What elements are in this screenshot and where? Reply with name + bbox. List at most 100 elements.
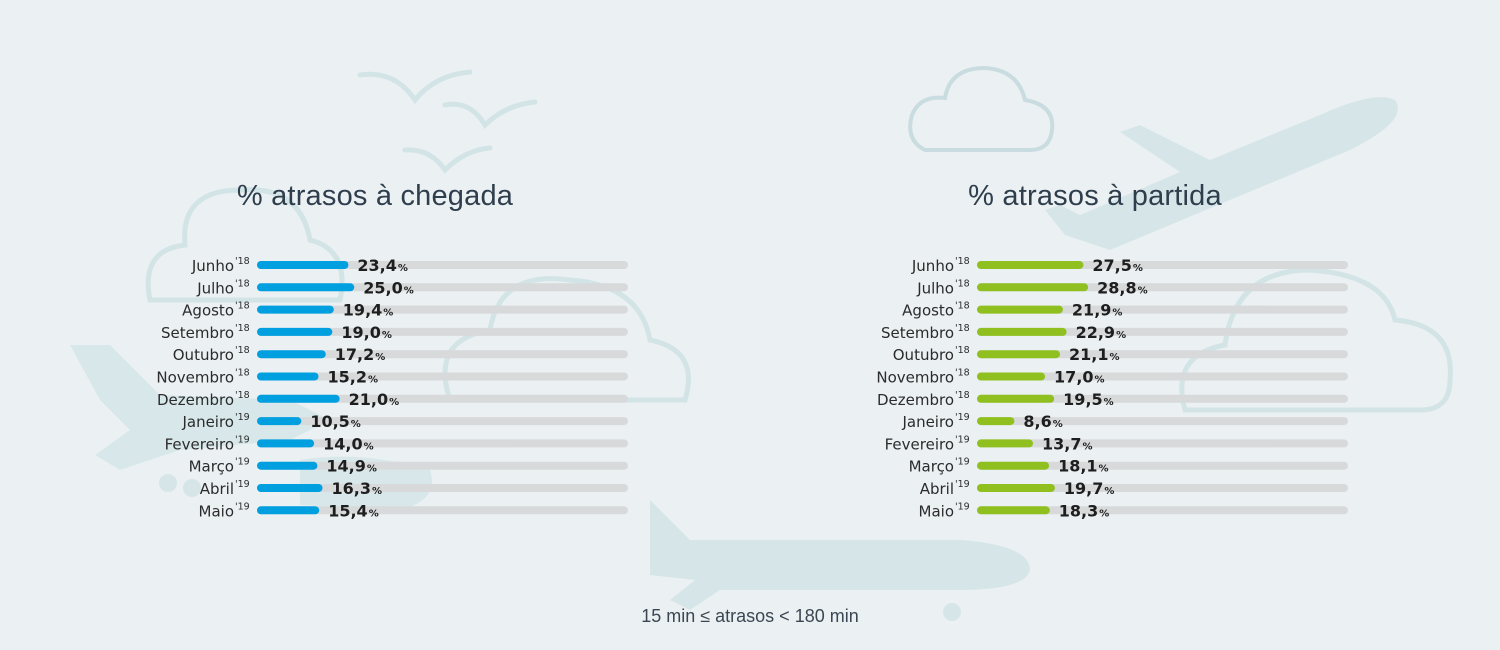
departures-category-label: Agosto — [902, 302, 954, 320]
arrivals-category-year: '19 — [235, 501, 250, 512]
departures-bar — [977, 372, 1046, 381]
arrivals-value-label: 10,5% — [310, 412, 361, 431]
arrivals-bar — [257, 305, 334, 314]
departures-value-unit: % — [1095, 375, 1105, 386]
departures-value-number: 27,5 — [1092, 256, 1131, 275]
departures-bar-track — [977, 506, 1348, 515]
arrivals-value-number: 19,4 — [343, 301, 382, 320]
cloud-icon — [145, 187, 1453, 413]
footnote: 15 min ≤ atrasos < 180 min — [641, 606, 859, 626]
arrivals-value-number: 21,0 — [349, 390, 388, 409]
arrivals-value-number: 25,0 — [363, 278, 402, 297]
departures-bar — [977, 350, 1061, 359]
arrivals-bar — [257, 461, 318, 470]
departures-value-label: 22,9% — [1076, 323, 1127, 342]
arrivals-value-number: 10,5 — [310, 412, 349, 431]
plane-icon — [650, 500, 1030, 610]
departures-row: Julho '18 28,8% — [916, 278, 1348, 297]
departures-category-label: Fevereiro — [885, 435, 954, 453]
departures-value-unit: % — [1112, 308, 1122, 319]
departures-row: Abril '19 19,7% — [920, 479, 1348, 498]
departures-row: Janeiro '19 8,6% — [901, 412, 1348, 431]
arrivals-value-unit: % — [383, 308, 393, 319]
arrivals-value-unit: % — [372, 486, 382, 497]
departures-value-label: 19,7% — [1064, 479, 1115, 498]
departures-bar-track — [977, 327, 1348, 336]
departures-category-label: Novembro — [876, 369, 954, 387]
departures-category-year: '18 — [955, 323, 970, 334]
arrivals-category-year: '18 — [235, 368, 250, 379]
arrivals-category-label: Maio — [199, 502, 234, 520]
arrivals-value-unit: % — [404, 285, 414, 296]
departures-value-unit: % — [1109, 352, 1119, 363]
arrivals-bar-track — [257, 461, 628, 470]
arrivals-value-number: 16,3 — [331, 479, 370, 498]
arrivals-value-number: 14,9 — [326, 457, 365, 476]
departures-value-label: 8,6% — [1023, 412, 1062, 431]
departures-category-year: '18 — [955, 301, 970, 312]
departures-category-label: Março — [909, 458, 954, 476]
arrivals-value-label: 16,3% — [331, 479, 382, 498]
arrivals-value-unit: % — [382, 330, 392, 341]
departures-value-number: 8,6 — [1023, 412, 1051, 431]
departures-row: Março '19 18,1% — [909, 457, 1348, 476]
arrivals-value-unit: % — [351, 419, 361, 430]
departures-value-label: 28,8% — [1097, 278, 1148, 297]
arrivals-row: Setembro '18 19,0% — [161, 323, 628, 342]
departures-category-year: '19 — [955, 501, 970, 512]
arrivals-category-label: Março — [189, 458, 234, 476]
arrivals-value-unit: % — [389, 397, 399, 408]
arrivals-value-label: 15,4% — [328, 501, 379, 520]
arrivals-category-label: Novembro — [156, 369, 234, 387]
chart-title-departures: % atrasos à partida — [968, 180, 1222, 212]
arrivals-bar — [257, 350, 326, 359]
arrivals-bar — [257, 261, 349, 269]
arrivals-bar-track — [257, 350, 628, 359]
departures-bar — [977, 417, 1015, 426]
departures-value-label: 18,1% — [1058, 457, 1109, 476]
departures-bar — [977, 484, 1055, 492]
bird-icon — [357, 69, 538, 174]
arrivals-category-label: Fevereiro — [165, 435, 234, 453]
departures-category-label: Setembro — [881, 324, 954, 342]
arrivals-category-year: '18 — [235, 278, 250, 289]
arrivals-value-label: 21,0% — [349, 390, 400, 409]
departures-bar — [977, 506, 1050, 515]
arrivals-bar-track — [257, 372, 628, 381]
arrivals-value-number: 23,4 — [357, 256, 396, 275]
arrivals-bar-track — [257, 394, 628, 403]
arrivals-bar-track — [257, 439, 628, 448]
arrivals-bar — [257, 372, 319, 381]
departures-row: Setembro '18 22,9% — [881, 323, 1348, 342]
arrivals-bar-track — [257, 484, 628, 492]
arrivals-category-year: '19 — [235, 457, 250, 468]
plane-icon — [1045, 97, 1398, 251]
departures-value-number: 22,9 — [1076, 323, 1115, 342]
departures-row: Maio '19 18,3% — [919, 501, 1348, 520]
arrivals-value-number: 17,2 — [335, 345, 374, 364]
arrivals-value-number: 15,4 — [328, 501, 367, 520]
arrivals-category-year: '19 — [235, 479, 250, 490]
arrivals-bar — [257, 484, 323, 492]
departures-category-label: Dezembro — [877, 391, 954, 409]
departure-delays-chart: Junho '18 27,5%Julho '18 28,8%Agosto '18 21,9%… — [876, 256, 1348, 520]
plane-icon — [70, 345, 432, 510]
departures-bar — [977, 305, 1063, 314]
departures-value-unit: % — [1099, 464, 1109, 475]
arrivals-category-year: '18 — [235, 301, 250, 312]
arrivals-bar — [257, 394, 340, 403]
departures-value-unit: % — [1053, 419, 1063, 430]
departures-category-year: '19 — [955, 434, 970, 445]
arrivals-bar — [257, 327, 333, 336]
arrivals-row: Maio '19 15,4% — [199, 501, 628, 520]
departures-category-year: '18 — [955, 278, 970, 289]
departures-value-unit: % — [1099, 508, 1109, 519]
departures-category-year: '18 — [955, 368, 970, 379]
arrivals-value-label: 19,4% — [343, 301, 394, 320]
arrivals-bar-track — [257, 327, 628, 336]
departures-row: Novembro '18 17,0% — [876, 368, 1348, 387]
departures-category-label: Julho — [916, 279, 954, 297]
departures-bar-track — [977, 439, 1348, 448]
arrivals-value-label: 23,4% — [357, 256, 408, 275]
departures-bar-track — [977, 484, 1348, 492]
